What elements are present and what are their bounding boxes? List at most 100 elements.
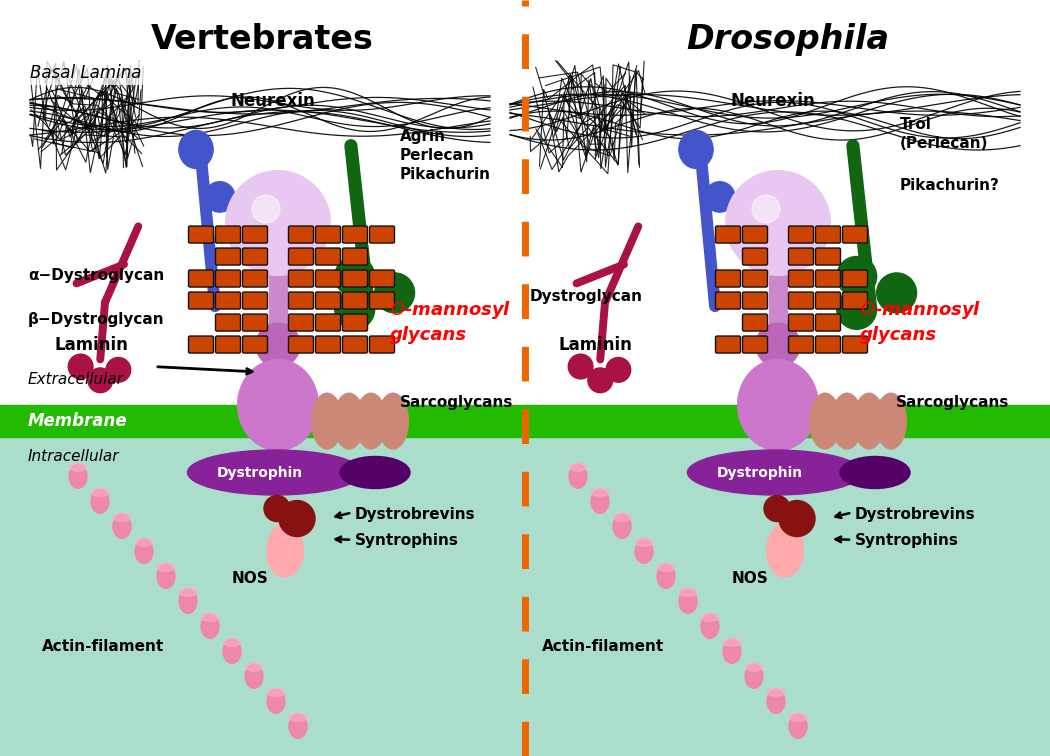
Ellipse shape [591,489,609,513]
Circle shape [264,495,290,522]
Ellipse shape [223,640,242,663]
Ellipse shape [569,464,587,488]
Ellipse shape [201,613,219,621]
Ellipse shape [679,589,697,613]
Ellipse shape [91,488,109,496]
FancyBboxPatch shape [370,336,395,353]
FancyBboxPatch shape [816,270,840,287]
Text: $O$-mannosyl
glycans: $O$-mannosyl glycans [860,299,982,344]
FancyBboxPatch shape [315,292,340,309]
FancyBboxPatch shape [289,292,314,309]
Ellipse shape [746,663,763,671]
FancyBboxPatch shape [370,270,395,287]
Ellipse shape [569,463,587,471]
FancyBboxPatch shape [742,336,768,353]
Ellipse shape [877,273,917,313]
Ellipse shape [238,360,318,450]
FancyBboxPatch shape [842,292,867,309]
Ellipse shape [135,539,153,563]
FancyBboxPatch shape [243,336,268,353]
Ellipse shape [635,538,653,547]
FancyBboxPatch shape [342,226,368,243]
Ellipse shape [334,394,364,448]
Text: NOS: NOS [732,571,769,586]
Ellipse shape [178,588,197,596]
FancyBboxPatch shape [789,314,814,331]
FancyBboxPatch shape [816,336,840,353]
Ellipse shape [223,638,242,646]
Ellipse shape [723,640,741,663]
Ellipse shape [289,713,307,721]
Circle shape [226,171,330,275]
Text: Neurexin: Neurexin [230,91,315,110]
Text: Pikachurin?: Pikachurin? [900,178,1000,193]
Ellipse shape [789,714,807,739]
FancyBboxPatch shape [289,314,314,331]
FancyBboxPatch shape [715,336,740,353]
Bar [0,0,1050,405]
FancyBboxPatch shape [842,270,867,287]
Ellipse shape [335,290,375,330]
Ellipse shape [68,355,93,379]
FancyBboxPatch shape [842,226,867,243]
FancyBboxPatch shape [189,226,213,243]
FancyBboxPatch shape [243,248,268,265]
Ellipse shape [688,450,862,495]
Ellipse shape [746,665,763,688]
Text: Dystrophin: Dystrophin [717,466,803,479]
Ellipse shape [113,513,131,522]
Ellipse shape [789,713,807,721]
Circle shape [756,323,800,367]
Ellipse shape [340,457,410,488]
Ellipse shape [832,394,862,448]
Ellipse shape [657,564,675,588]
FancyBboxPatch shape [816,226,840,243]
Ellipse shape [723,638,741,646]
FancyBboxPatch shape [742,292,768,309]
Text: Drosophila: Drosophila [686,23,889,56]
Ellipse shape [378,394,408,448]
Text: Intracellular: Intracellular [28,449,120,464]
Ellipse shape [701,613,719,621]
FancyBboxPatch shape [315,270,340,287]
Text: NOS: NOS [232,571,269,586]
FancyBboxPatch shape [189,336,213,353]
Text: Sarcoglycans: Sarcoglycans [896,395,1009,410]
Text: Syntrophins: Syntrophins [855,533,959,548]
FancyBboxPatch shape [243,270,268,287]
Text: Laminin: Laminin [55,336,129,355]
Ellipse shape [312,394,342,448]
Ellipse shape [375,273,415,313]
FancyBboxPatch shape [189,292,213,309]
FancyBboxPatch shape [715,292,740,309]
FancyBboxPatch shape [742,226,768,243]
Text: Vertebrates: Vertebrates [151,23,374,56]
FancyBboxPatch shape [243,292,268,309]
FancyBboxPatch shape [215,270,240,287]
FancyBboxPatch shape [215,314,240,331]
Circle shape [279,500,315,537]
FancyBboxPatch shape [289,336,314,353]
FancyBboxPatch shape [215,336,240,353]
Ellipse shape [356,394,386,448]
Bar [0,437,1050,756]
FancyBboxPatch shape [289,270,314,287]
Ellipse shape [854,394,884,448]
FancyBboxPatch shape [715,226,740,243]
FancyBboxPatch shape [315,336,340,353]
FancyBboxPatch shape [315,226,340,243]
FancyBboxPatch shape [342,292,368,309]
FancyBboxPatch shape [243,226,268,243]
Text: α−Dystroglycan: α−Dystroglycan [28,268,164,284]
Text: $O$-mannosyl
glycans: $O$-mannosyl glycans [390,299,511,344]
Ellipse shape [205,181,235,212]
Ellipse shape [106,358,130,383]
FancyBboxPatch shape [742,270,768,287]
Text: Extracellular: Extracellular [28,372,124,387]
Ellipse shape [178,589,197,613]
Ellipse shape [606,358,631,383]
Bar [0,405,1050,437]
Ellipse shape [88,368,112,392]
FancyBboxPatch shape [315,248,340,265]
Ellipse shape [766,689,785,713]
